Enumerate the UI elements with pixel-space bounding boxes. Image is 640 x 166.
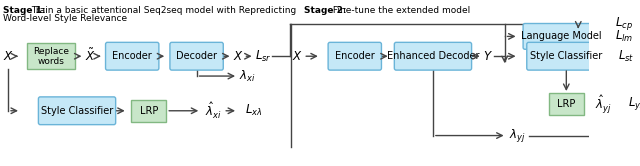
Text: Decoder: Decoder <box>176 51 217 61</box>
Text: LRP: LRP <box>557 99 575 109</box>
Text: $\tilde{X}$: $\tilde{X}$ <box>84 48 95 64</box>
Text: $\hat{\lambda}_{yj}$: $\hat{\lambda}_{yj}$ <box>595 93 611 115</box>
Text: $L_{lm}$: $L_{lm}$ <box>615 29 634 44</box>
FancyBboxPatch shape <box>394 42 472 70</box>
Bar <box>549 93 584 115</box>
FancyBboxPatch shape <box>523 24 600 49</box>
Text: Stage 2:: Stage 2: <box>304 6 347 15</box>
Text: Language Model: Language Model <box>522 31 602 41</box>
Text: $X$: $X$ <box>232 50 243 63</box>
Text: Word-level Style Relevance: Word-level Style Relevance <box>3 14 127 23</box>
FancyBboxPatch shape <box>38 97 116 125</box>
Text: LRP: LRP <box>140 106 158 116</box>
Text: Fine-tune the extended model: Fine-tune the extended model <box>330 6 470 15</box>
Text: Stage 1:: Stage 1: <box>3 6 46 15</box>
Text: Train a basic attentional Seq2seq model with Repredicting: Train a basic attentional Seq2seq model … <box>29 6 296 15</box>
Text: $\lambda_{xi}$: $\lambda_{xi}$ <box>239 69 255 84</box>
Text: $L_{cp}$: $L_{cp}$ <box>615 15 633 32</box>
FancyBboxPatch shape <box>328 42 381 70</box>
Text: Enhanced Decoder: Enhanced Decoder <box>387 51 479 61</box>
Text: Replace
words: Replace words <box>33 46 69 66</box>
Bar <box>131 100 166 122</box>
Text: Style Classifier: Style Classifier <box>530 51 602 61</box>
Bar <box>28 43 75 69</box>
Text: $\hat{\lambda}_{xi}$: $\hat{\lambda}_{xi}$ <box>205 101 221 121</box>
Text: Encoder: Encoder <box>335 51 374 61</box>
Text: $X$: $X$ <box>3 50 13 63</box>
Text: $L_{sr}$: $L_{sr}$ <box>255 49 272 64</box>
Text: $L_{x\lambda}$: $L_{x\lambda}$ <box>245 103 262 118</box>
Text: Style Classifier: Style Classifier <box>41 106 113 116</box>
Text: $Y$: $Y$ <box>483 50 493 63</box>
FancyBboxPatch shape <box>527 42 606 70</box>
Text: $\lambda_{yj}$: $\lambda_{yj}$ <box>509 127 526 144</box>
Text: $X$: $X$ <box>292 50 303 63</box>
Text: Encoder: Encoder <box>113 51 152 61</box>
Text: $L_{y\lambda}$: $L_{y\lambda}$ <box>628 95 640 112</box>
FancyBboxPatch shape <box>106 42 159 70</box>
Text: $L_{st}$: $L_{st}$ <box>618 49 634 64</box>
FancyBboxPatch shape <box>170 42 223 70</box>
